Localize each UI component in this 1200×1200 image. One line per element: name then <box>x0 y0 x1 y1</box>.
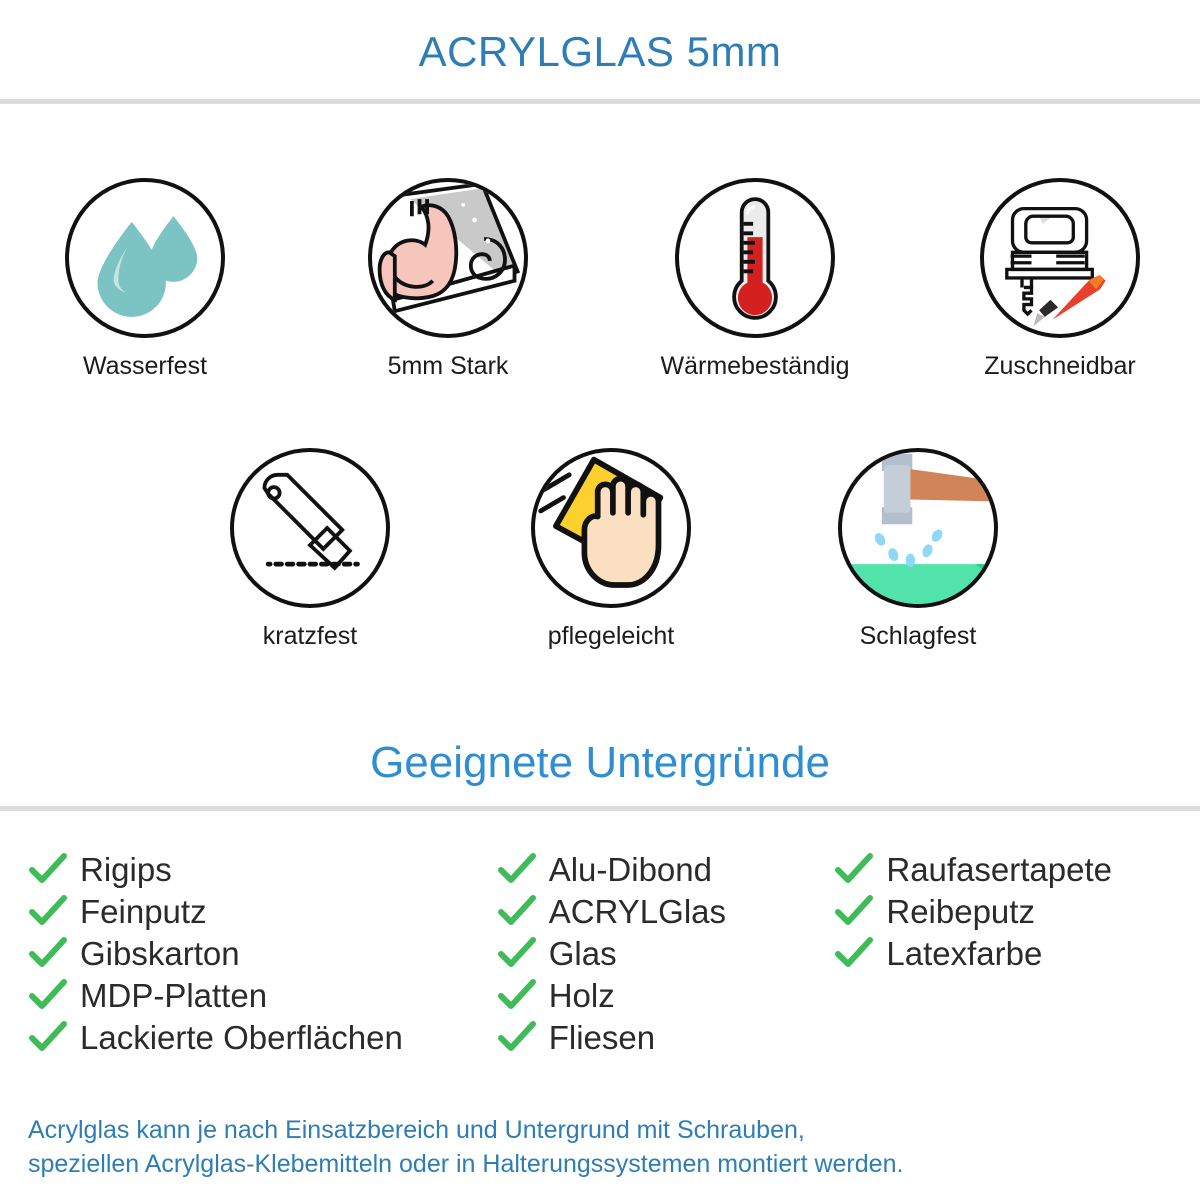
list-item-label: Latexfarbe <box>886 934 1043 972</box>
check-icon <box>29 853 67 883</box>
list-item: Reibeputz <box>834 890 1172 932</box>
checklist-column-2: Alu-Dibond ACRYLGlas Glas Holz Fliesen <box>497 848 835 1058</box>
list-item-label: Rigips <box>80 850 172 888</box>
feature-5mm-stark: 5mm Stark <box>348 178 548 381</box>
check-icon <box>497 853 536 883</box>
mounting-note: Acrylglas kann je nach Einsatzbereich un… <box>28 1113 1188 1181</box>
check-icon <box>497 1021 536 1051</box>
list-item: Raufasertapete <box>834 848 1172 890</box>
list-item-label: Gibskarton <box>80 934 240 972</box>
feature-label: kratzfest <box>262 622 358 650</box>
hand-cleaning-cloth-icon <box>531 448 691 608</box>
list-item-label: Lackierte Oberflächen <box>80 1018 403 1056</box>
feature-kratzfest: kratzfest <box>210 448 410 651</box>
check-icon <box>497 895 536 925</box>
list-item: Fliesen <box>497 1016 835 1058</box>
divider-middle <box>0 806 1200 811</box>
feature-label: 5mm Stark <box>387 352 509 380</box>
feature-label: Schlagfest <box>859 622 977 650</box>
feature-label: Wärmebeständig <box>660 352 850 380</box>
hammer-impact-icon <box>838 448 998 608</box>
section-title-substrates: Geeignete Untergründe <box>370 738 830 787</box>
check-icon <box>497 937 536 967</box>
feature-pflegeleicht: pflegeleicht <box>511 448 711 651</box>
list-item-label: Raufasertapete <box>886 850 1113 888</box>
thermometer-icon <box>675 178 835 338</box>
list-item-label: MDP-Platten <box>80 976 268 1014</box>
list-item-label: Reibeputz <box>886 892 1035 930</box>
check-icon <box>835 895 874 925</box>
feature-label: pflegeleicht <box>547 622 675 650</box>
list-item: Alu-Dibond <box>497 848 835 890</box>
substrate-checklist: Rigips Feinputz Gibskarton MDP-Platten L… <box>0 848 1200 1058</box>
checklist-column-1: Rigips Feinputz Gibskarton MDP-Platten L… <box>28 848 497 1058</box>
check-icon <box>29 937 67 967</box>
feature-label: Wasserfest <box>82 352 208 380</box>
list-item: ACRYLGlas <box>497 890 835 932</box>
checklist-column-3: Raufasertapete Reibeputz Latexfarbe <box>834 848 1172 1058</box>
list-item: Feinputz <box>28 890 497 932</box>
feature-zuschneidbar: Zuschneidbar <box>960 178 1160 381</box>
mounting-note-line-1: Acrylglas kann je nach Einsatzbereich un… <box>28 1116 805 1144</box>
feature-label: Zuschneidbar <box>984 352 1136 380</box>
check-icon <box>497 979 536 1009</box>
feature-wasserfest: Wasserfest <box>45 178 245 381</box>
list-item: MDP-Platten <box>28 974 497 1016</box>
page-title: ACRYLGLAS 5mm <box>418 28 782 75</box>
list-item: Rigips <box>28 848 497 890</box>
list-item-label: Glas <box>548 934 617 972</box>
list-item-label: Holz <box>548 976 615 1014</box>
divider-top <box>0 99 1200 104</box>
list-item: Holz <box>497 974 835 1016</box>
list-item: Latexfarbe <box>834 932 1172 974</box>
list-item: Glas <box>497 932 835 974</box>
water-drops-icon <box>65 178 225 338</box>
flexed-biceps-icon <box>368 178 528 338</box>
mounting-note-line-2: speziellen Acrylglas-Klebemitteln oder i… <box>28 1150 904 1178</box>
cutter-knife-scratch-icon <box>230 448 390 608</box>
check-icon <box>29 895 67 925</box>
feature-schlagfest: Schlagfest <box>818 448 1018 651</box>
check-icon <box>835 853 874 883</box>
check-icon <box>29 1021 67 1051</box>
list-item: Gibskarton <box>28 932 497 974</box>
feature-waermebestaendig: Wärmebeständig <box>655 178 855 381</box>
list-item-label: Feinputz <box>80 892 207 930</box>
check-icon <box>835 937 874 967</box>
jigsaw-cutter-icon <box>980 178 1140 338</box>
list-item-label: Alu-Dibond <box>548 850 712 888</box>
list-item-label: Fliesen <box>548 1018 656 1056</box>
check-icon <box>29 979 67 1009</box>
list-item-label: ACRYLGlas <box>548 892 727 930</box>
list-item: Lackierte Oberflächen <box>28 1016 497 1058</box>
